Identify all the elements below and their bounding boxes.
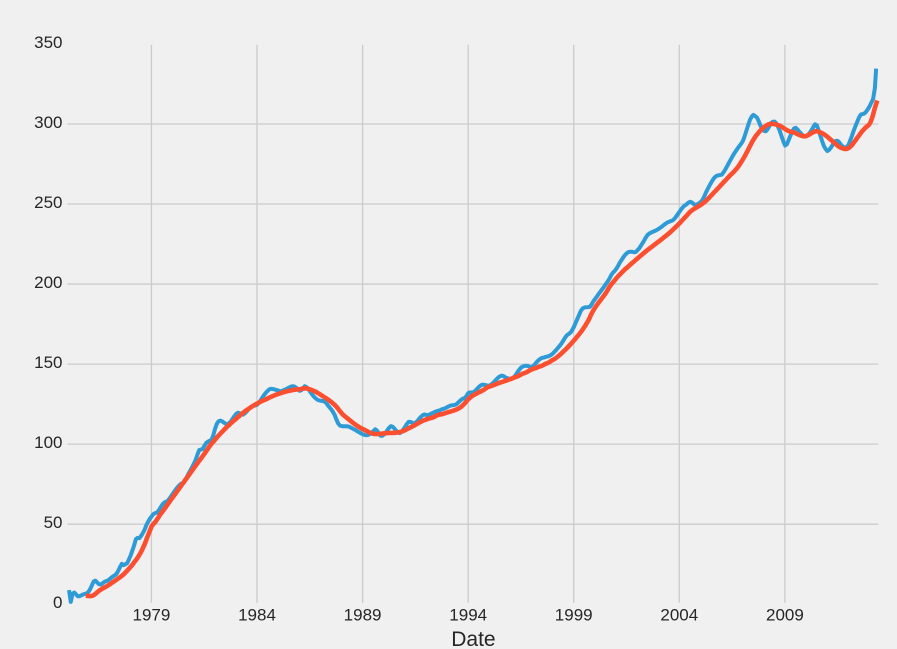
svg-text:2004: 2004 [660, 606, 698, 625]
svg-text:2009: 2009 [766, 606, 804, 625]
svg-text:100: 100 [34, 433, 62, 452]
svg-text:1994: 1994 [449, 606, 487, 625]
svg-text:150: 150 [34, 353, 62, 372]
svg-text:1979: 1979 [132, 606, 170, 625]
svg-text:0: 0 [53, 593, 62, 612]
svg-text:1984: 1984 [238, 606, 276, 625]
svg-text:300: 300 [34, 113, 62, 132]
svg-text:1989: 1989 [344, 606, 382, 625]
svg-text:1999: 1999 [555, 606, 593, 625]
svg-text:200: 200 [34, 273, 62, 292]
svg-text:250: 250 [34, 193, 62, 212]
svg-text:50: 50 [44, 513, 63, 532]
svg-text:350: 350 [34, 33, 62, 52]
svg-text:Date: Date [451, 628, 495, 649]
